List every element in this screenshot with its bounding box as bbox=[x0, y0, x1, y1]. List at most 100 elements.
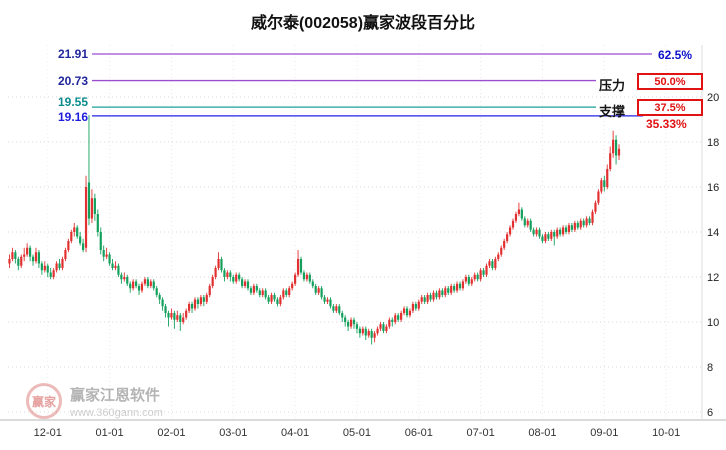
candle-body bbox=[81, 243, 85, 250]
candle-body bbox=[520, 209, 523, 219]
candle-body bbox=[214, 268, 217, 277]
candle-body bbox=[152, 281, 155, 289]
x-axis-tick-label: 12-01 bbox=[34, 427, 62, 439]
candle-body bbox=[308, 274, 311, 282]
candle-body bbox=[276, 299, 279, 304]
candle-body bbox=[270, 295, 273, 302]
candle-body bbox=[479, 270, 482, 280]
candle-body bbox=[464, 277, 467, 282]
candle-body bbox=[385, 326, 388, 331]
candle-body bbox=[273, 295, 276, 300]
watermark-url: www.360gann.com bbox=[70, 406, 163, 419]
candle-body bbox=[482, 270, 485, 275]
candle-body bbox=[373, 333, 376, 338]
candle-body bbox=[400, 313, 403, 320]
candle-body bbox=[296, 259, 300, 275]
candle-body bbox=[311, 281, 314, 286]
candle-body bbox=[523, 218, 526, 226]
candle-body bbox=[246, 281, 250, 289]
candle-body bbox=[202, 297, 205, 302]
x-axis-tick-label: 07-01 bbox=[467, 427, 495, 439]
candle-body bbox=[567, 225, 571, 232]
candle-body bbox=[294, 274, 297, 284]
candle-body bbox=[570, 225, 574, 230]
resistance-label: 压力 bbox=[599, 78, 626, 93]
candle-body bbox=[126, 277, 129, 284]
candle-body bbox=[382, 324, 385, 331]
candle-body bbox=[532, 229, 535, 235]
candle-body bbox=[329, 299, 332, 307]
candle-body bbox=[90, 198, 94, 219]
x-axis-tick-label: 05-01 bbox=[343, 427, 371, 439]
candle-body bbox=[205, 295, 208, 302]
brand-logo-text: 赢家 bbox=[31, 394, 56, 409]
candle-body bbox=[544, 234, 547, 241]
candle-body bbox=[93, 198, 96, 214]
candle-body bbox=[541, 236, 544, 241]
candle-body bbox=[432, 292, 435, 300]
candle-body bbox=[255, 286, 258, 291]
candle-body bbox=[332, 306, 335, 311]
candle-body bbox=[258, 290, 261, 295]
candle-body bbox=[582, 220, 585, 226]
candle-body bbox=[591, 211, 594, 223]
candle-body bbox=[84, 187, 88, 248]
candle-body bbox=[402, 308, 406, 313]
y-axis-tick-label: 10 bbox=[707, 317, 719, 329]
candle-body bbox=[232, 277, 235, 282]
candle-body bbox=[561, 227, 565, 235]
resistance-pct-box: 50.0% bbox=[637, 73, 703, 90]
candle-body bbox=[67, 241, 70, 250]
candle-body bbox=[120, 274, 123, 280]
candle-body bbox=[320, 288, 323, 298]
candle-body bbox=[170, 313, 173, 318]
candle-body bbox=[261, 290, 264, 295]
candle-body bbox=[64, 250, 67, 259]
y-axis-tick-label: 16 bbox=[707, 182, 719, 194]
candle-body bbox=[99, 232, 102, 250]
candle-body bbox=[429, 295, 432, 300]
candle-body bbox=[444, 288, 447, 295]
candle-body bbox=[229, 272, 232, 277]
candle-body bbox=[488, 261, 491, 266]
x-axis-tick-label: 02-01 bbox=[157, 427, 185, 439]
candle-body bbox=[105, 254, 108, 257]
candle-body bbox=[241, 279, 244, 286]
candle-body bbox=[52, 270, 55, 277]
candle-body bbox=[143, 279, 147, 284]
candle-body bbox=[199, 297, 202, 304]
candle-body bbox=[417, 301, 420, 309]
candle-body bbox=[208, 286, 211, 295]
candle-body bbox=[408, 310, 412, 316]
candle-body bbox=[603, 180, 606, 187]
candle-body bbox=[352, 319, 356, 325]
candle-body bbox=[279, 297, 282, 304]
candle-body bbox=[223, 270, 226, 277]
x-axis-tick-label: 06-01 bbox=[405, 427, 433, 439]
candle-body bbox=[597, 191, 600, 203]
candle-body bbox=[211, 277, 214, 286]
candle-body bbox=[26, 247, 29, 255]
candle-body bbox=[326, 299, 329, 302]
candle-body bbox=[497, 254, 500, 259]
candle-body bbox=[114, 265, 117, 268]
candle-body bbox=[547, 234, 550, 239]
level-pct-top: 62.5% bbox=[658, 48, 693, 62]
candle-body bbox=[8, 259, 11, 264]
level-price-label-2: 20.73 bbox=[57, 74, 88, 88]
candle-body bbox=[514, 214, 518, 221]
candle-body bbox=[238, 274, 241, 280]
candle-body bbox=[553, 232, 556, 237]
candle-body bbox=[503, 241, 506, 248]
candle-body bbox=[137, 286, 141, 291]
candle-body bbox=[58, 263, 61, 268]
candle-body bbox=[176, 315, 179, 320]
candle-body bbox=[441, 290, 444, 295]
candle-body bbox=[76, 227, 79, 237]
candle-body bbox=[285, 290, 288, 295]
candle-body bbox=[511, 220, 515, 228]
support-pct-box: 37.5% bbox=[637, 99, 703, 116]
candle-body bbox=[476, 274, 479, 280]
